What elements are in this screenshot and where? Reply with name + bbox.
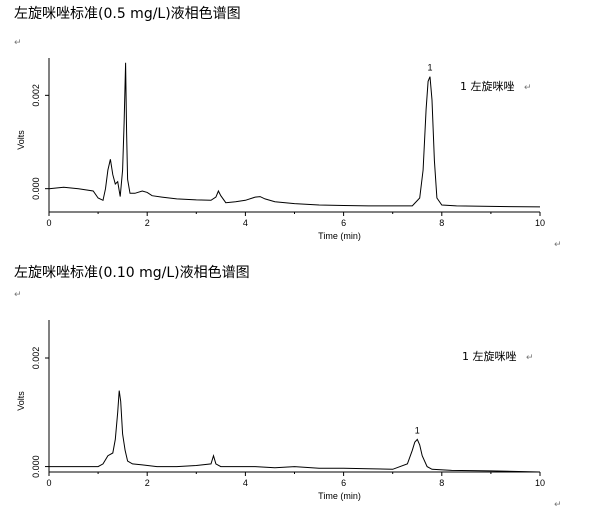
x-tick-label: 2 xyxy=(145,478,150,488)
x-tick-label: 8 xyxy=(439,478,444,488)
y-axis-title: Volts xyxy=(16,391,26,411)
paragraph-mark-icon: ↵ xyxy=(526,352,534,362)
series-line xyxy=(49,390,541,473)
y-tick-label: 0.002 xyxy=(31,347,41,370)
y-axis-title: Volts xyxy=(16,130,26,150)
peak-label: 1 xyxy=(415,425,420,435)
x-tick-label: 0 xyxy=(46,218,51,228)
series-line xyxy=(48,62,541,208)
legend-entry: 1 左旋咪唑 xyxy=(462,349,517,363)
x-tick-label: 10 xyxy=(535,218,545,228)
chart-heading-top: 左旋咪唑标准(0.5 mg/L)液相色谱图 xyxy=(14,6,241,22)
x-tick-label: 2 xyxy=(145,218,150,228)
x-axis-title: Time (min) xyxy=(318,491,361,501)
x-tick-label: 4 xyxy=(243,218,248,228)
y-tick-label: 0.000 xyxy=(31,455,41,478)
y-tick-label: 0.000 xyxy=(31,177,41,200)
x-tick-label: 6 xyxy=(341,478,346,488)
paragraph-mark-icon: ↵ xyxy=(14,38,22,48)
x-tick-label: 0 xyxy=(46,478,51,488)
legend-entry: 1 左旋咪唑 xyxy=(460,79,515,93)
x-tick-label: 10 xyxy=(535,478,545,488)
paragraph-mark-icon: ↵ xyxy=(554,500,562,510)
x-tick-label: 8 xyxy=(439,218,444,228)
peak-label: 1 xyxy=(428,63,433,73)
x-tick-label: 6 xyxy=(341,218,346,228)
x-tick-label: 4 xyxy=(243,478,248,488)
paragraph-mark-icon: ↵ xyxy=(14,290,22,300)
paragraph-mark-icon: ↵ xyxy=(524,82,532,92)
chart-heading-bottom: 左旋咪唑标准(0.10 mg/L)液相色谱图 xyxy=(14,265,250,281)
x-axis-title: Time (min) xyxy=(318,231,361,241)
paragraph-mark-icon: ↵ xyxy=(554,240,562,250)
y-tick-label: 0.002 xyxy=(31,84,41,107)
